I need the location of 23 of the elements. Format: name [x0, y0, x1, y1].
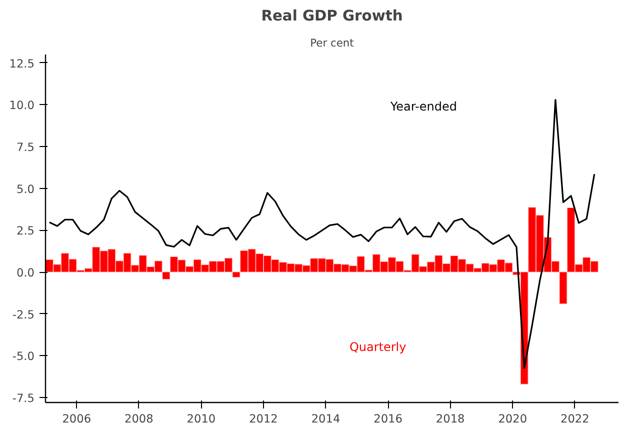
x-tick-label: 2016 [374, 412, 402, 426]
x-tick-label: 2014 [311, 412, 340, 426]
y-tick-label: -2.5 [12, 307, 35, 322]
x-tick-label: 2012 [249, 412, 278, 426]
x-tick-label: 2022 [560, 412, 590, 426]
chart-title: Real GDP Growth [261, 8, 403, 24]
y-tick-label: 2.5 [16, 224, 34, 238]
y-tick-label: -7.5 [12, 390, 35, 405]
chart-subtitle: Per cent [310, 36, 354, 50]
text: Quarterly [349, 340, 406, 354]
y-tick-label: 5.0 [16, 182, 34, 196]
text: Year-ended [389, 100, 457, 114]
x-tick-label: 2020 [498, 412, 528, 426]
y-tick-label: 0.0 [16, 266, 34, 280]
line-series [48, 99, 596, 369]
y-tick-label: -5.0 [12, 349, 35, 364]
x-tick-label: 2010 [186, 412, 216, 426]
x-tick-label: 2018 [436, 412, 465, 426]
y-tick-label: 10.0 [9, 98, 35, 112]
y-tick-label: 7.5 [16, 140, 34, 154]
x-tick-label: 2008 [124, 412, 154, 426]
y-tick-label: 12.5 [9, 56, 35, 70]
x-tick-label: 2006 [62, 412, 92, 426]
